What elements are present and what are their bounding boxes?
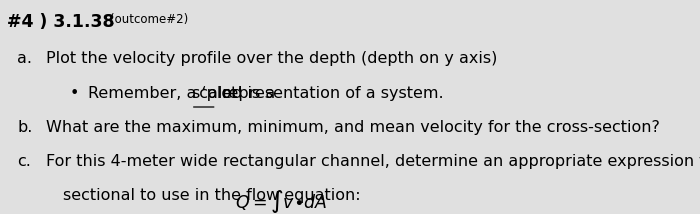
Text: Plot the velocity profile over the depth (depth on y axis): Plot the velocity profile over the depth…	[46, 51, 497, 66]
Text: (outcome#2): (outcome#2)	[110, 13, 188, 26]
Text: sectional to use in the flow equation:: sectional to use in the flow equation:	[63, 188, 371, 203]
Text: representation of a system.: representation of a system.	[217, 86, 443, 101]
Text: a.: a.	[18, 51, 32, 66]
Text: b.: b.	[18, 120, 33, 135]
Text: #4 ) 3.1.38: #4 ) 3.1.38	[7, 13, 115, 31]
Text: $Q=\int v{\bullet}dA$: $Q=\int v{\bullet}dA$	[235, 188, 328, 214]
Text: What are the maximum, minimum, and mean velocity for the cross-section?: What are the maximum, minimum, and mean …	[46, 120, 659, 135]
Text: scaled: scaled	[191, 86, 242, 101]
Text: Remember, a ‘plot’ is a: Remember, a ‘plot’ is a	[88, 86, 280, 101]
Text: c.: c.	[18, 154, 32, 169]
Text: For this 4-meter wide rectangular channel, determine an appropriate expression f: For this 4-meter wide rectangular channe…	[46, 154, 700, 169]
Text: •: •	[70, 86, 79, 101]
